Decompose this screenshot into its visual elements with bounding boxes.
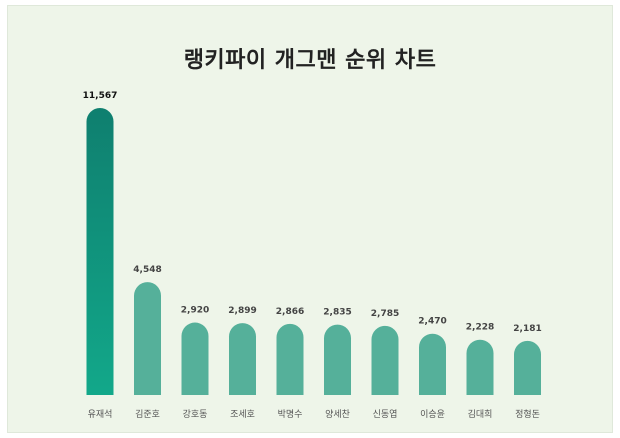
value-label: 11,567	[83, 91, 118, 101]
value-label: 2,181	[513, 324, 541, 334]
bar-양세찬	[324, 324, 351, 395]
category-label: 강호동	[183, 409, 208, 420]
bar-김준호	[134, 282, 161, 395]
category-label: 유재석	[88, 409, 113, 420]
bar-신동엽	[371, 325, 399, 395]
bar-조세호	[229, 323, 256, 395]
chart-title: 랭키파이 개그맨 순위 차트	[183, 48, 437, 73]
category-label: 정형돈	[515, 409, 540, 420]
bar-유재석	[86, 108, 114, 395]
category-label: 김준호	[135, 408, 160, 420]
category-label: 조세호	[230, 409, 255, 420]
category-label: 양세찬	[325, 409, 350, 420]
bar-박명수	[276, 323, 304, 395]
bar-김대희	[466, 339, 494, 395]
category-label: 김대희	[468, 408, 493, 420]
value-label: 2,785	[371, 309, 399, 319]
chart-card: 랭키파이 개그맨 순위 차트 11,567 유재석 4,548 김준호 2,920 강호동…	[7, 5, 613, 433]
value-label: 4,548	[133, 265, 161, 275]
category-label: 박명수	[278, 409, 303, 420]
value-label: 2,899	[228, 306, 256, 316]
value-label: 2,470	[418, 317, 446, 327]
bar-정형돈	[514, 340, 541, 395]
value-label: 2,920	[181, 306, 209, 316]
bar-강호동	[181, 322, 209, 395]
value-label: 2,835	[323, 308, 351, 318]
category-label: 신동엽	[373, 409, 398, 420]
category-label: 이승윤	[420, 409, 445, 420]
value-label: 2,228	[466, 323, 494, 333]
value-label: 2,866	[276, 307, 304, 317]
bar-이승윤	[419, 333, 446, 395]
bar-chart: 11,567 유재석 4,548 김준호 2,920 강호동 2,899 조세호 2,866 박명…	[83, 91, 542, 420]
